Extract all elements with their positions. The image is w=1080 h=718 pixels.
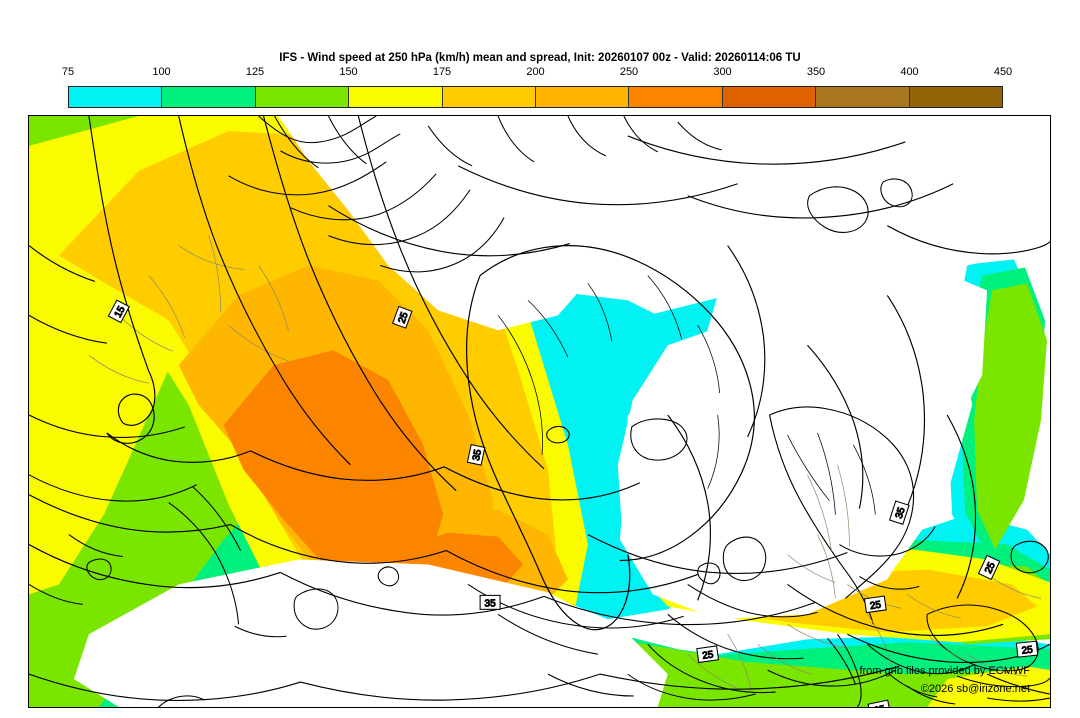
- colorbar-segment-8: [816, 87, 910, 107]
- svg-text:25: 25: [869, 600, 882, 612]
- svg-text:25: 25: [873, 704, 887, 707]
- colorbar-tick-labels: 75 100 125 150 175 200 250 300 350 400 450: [62, 66, 1012, 82]
- contour-label: 15 25 35 35: [107, 299, 1039, 707]
- colorbar-segment-3: [349, 87, 443, 107]
- colorbar-tick-350: 350: [806, 66, 826, 78]
- colorbar-segment-6: [629, 87, 723, 107]
- svg-text:25: 25: [702, 649, 715, 661]
- wind-speed-bands: [29, 116, 1050, 707]
- svg-text:25: 25: [397, 310, 411, 325]
- svg-text:35: 35: [485, 598, 497, 609]
- colorbar: 75 100 125 150 175 200 250 300 350 400 450: [62, 66, 1012, 108]
- colorbar-tick-450: 450: [993, 66, 1013, 78]
- coastline-layer: 15 25 35 35: [29, 116, 1050, 707]
- colorbar-tick-100: 100: [152, 66, 171, 78]
- map-panel[interactable]: 15 25 35 35: [28, 115, 1051, 708]
- page-title: IFS - Wind speed at 250 hPa (km/h) mean …: [279, 52, 801, 64]
- colorbar-segment-0: [69, 87, 163, 107]
- map-canvas: 15 25 35 35: [29, 116, 1050, 707]
- colorbar-segment-2: [255, 87, 350, 107]
- colorbar-tick-200: 200: [526, 66, 545, 78]
- colorbar-tick-75: 75: [61, 66, 75, 78]
- colorbar-segment-5: [536, 87, 630, 107]
- colorbar-tick-400: 400: [900, 66, 919, 78]
- svg-text:25: 25: [1021, 645, 1034, 657]
- colorbar-tick-250: 250: [619, 66, 639, 78]
- colorbar-tick-175: 175: [432, 66, 452, 78]
- credit-copyright: ©2026 sb@irizone.net: [920, 683, 1030, 695]
- colorbar-segment-9: [909, 87, 1003, 107]
- svg-text:35: 35: [471, 448, 484, 462]
- colorbar-segment-1: [162, 87, 256, 107]
- colorbar-segment-7: [722, 87, 817, 107]
- colorbar-tick-300: 300: [713, 66, 732, 78]
- colorbar-segment-4: [442, 87, 537, 107]
- svg-text:35: 35: [894, 506, 908, 520]
- colorbar-tick-125: 125: [245, 66, 265, 78]
- credit-source: from grib files provided by ECMWF: [859, 665, 1030, 677]
- colorbar-tick-150: 150: [339, 66, 358, 78]
- colorbar-gradient: [68, 86, 1003, 108]
